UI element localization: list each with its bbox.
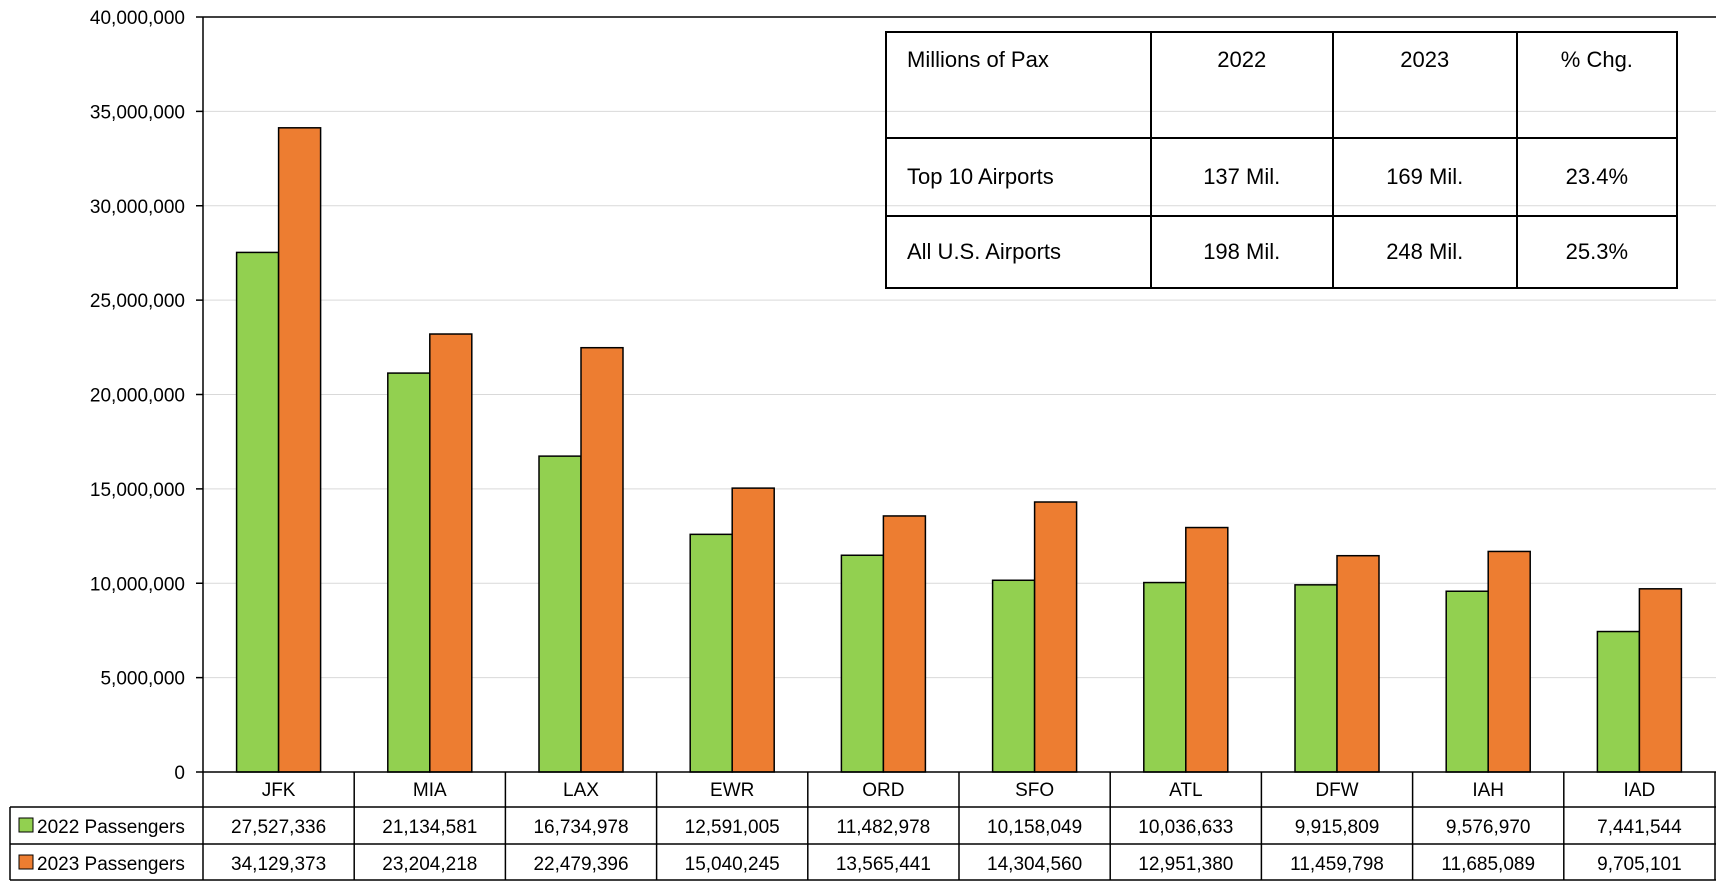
summary-cell: 248 Mil.: [1331, 215, 1518, 289]
summary-header-cell: 2023: [1331, 31, 1518, 139]
y-tick-label: 10,000,000: [90, 574, 185, 595]
data-label: 15,040,245: [685, 854, 780, 875]
summary-header-cell: 2022: [1149, 31, 1334, 139]
data-label: 10,036,633: [1138, 817, 1233, 838]
bar-2022-ord: [840, 554, 885, 773]
x-category-label: ORD: [862, 780, 904, 801]
data-label: 9,705,101: [1597, 854, 1682, 875]
y-tick-label: 0: [174, 763, 185, 784]
bar-2022-lax: [538, 455, 582, 773]
summary-header-cell: % Chg.: [1515, 31, 1679, 139]
data-label: 9,576,970: [1446, 817, 1531, 838]
summary-row-label: All U.S. Airports: [885, 215, 1152, 289]
x-category-label: IAD: [1624, 780, 1656, 801]
bar-2023-dfw: [1336, 554, 1380, 773]
y-tick-label: 35,000,000: [90, 102, 185, 123]
data-label: 14,304,560: [987, 854, 1082, 875]
x-category-label: ATL: [1169, 780, 1202, 801]
data-label: 12,951,380: [1138, 854, 1233, 875]
bar-2023-ewr: [731, 487, 775, 773]
bar-2023-ord: [882, 515, 927, 773]
x-category-label: IAH: [1472, 780, 1504, 801]
data-label: 21,134,581: [382, 817, 477, 838]
summary-table: Millions of Pax 2022 2023 % Chg. Top 10 …: [885, 31, 1679, 289]
bar-2023-iad: [1638, 588, 1683, 773]
data-label: 7,441,544: [1597, 817, 1682, 838]
bar-2023-mia: [429, 333, 473, 773]
summary-cell: 198 Mil.: [1149, 215, 1334, 289]
y-tick-label: 30,000,000: [90, 197, 185, 218]
x-category-label: DFW: [1315, 780, 1358, 801]
bar-2022-sfo: [991, 579, 1036, 773]
summary-cell: 169 Mil.: [1331, 137, 1518, 217]
data-label: 11,482,978: [837, 817, 931, 838]
bar-2022-mia: [387, 372, 431, 773]
y-tick-label: 5,000,000: [100, 669, 185, 690]
data-label: 11,459,798: [1290, 854, 1384, 875]
data-label: 13,565,441: [836, 854, 931, 875]
summary-cell: 23.4%: [1515, 137, 1679, 217]
summary-cell: 137 Mil.: [1149, 137, 1334, 217]
bar-2023-jfk: [277, 127, 322, 773]
bar-2022-ewr: [689, 533, 733, 773]
summary-row-label: Top 10 Airports: [885, 137, 1152, 217]
bar-2022-atl: [1143, 581, 1187, 773]
legend-swatch-2023: [18, 854, 34, 870]
bar-2023-iah: [1487, 550, 1531, 773]
summary-header-cell: Millions of Pax: [885, 31, 1152, 139]
y-tick-label: 40,000,000: [90, 8, 185, 29]
bar-2022-iah: [1445, 590, 1489, 773]
x-category-label: JFK: [262, 780, 296, 801]
bar-2023-atl: [1185, 526, 1229, 773]
data-label: 16,734,978: [533, 817, 628, 838]
x-category-label: SFO: [1015, 780, 1054, 801]
summary-cell: 25.3%: [1515, 215, 1679, 289]
data-label: 27,527,336: [231, 817, 326, 838]
y-tick-label: 25,000,000: [90, 291, 185, 312]
bar-2022-jfk: [235, 251, 280, 773]
data-label: 9,915,809: [1295, 817, 1380, 838]
data-label: 10,158,049: [987, 817, 1082, 838]
legend-label: 2023 Passengers: [37, 854, 185, 875]
x-category-label: EWR: [710, 780, 754, 801]
x-category-label: LAX: [563, 780, 599, 801]
data-label: 23,204,218: [382, 854, 477, 875]
data-label: 12,591,005: [685, 817, 780, 838]
data-label: 11,685,089: [1441, 854, 1535, 875]
bar-2023-sfo: [1033, 501, 1078, 773]
bar-2023-lax: [580, 346, 624, 773]
bar-2022-dfw: [1294, 584, 1338, 773]
data-label: 22,479,396: [533, 854, 628, 875]
bar-2022-iad: [1596, 630, 1641, 773]
data-label: 34,129,373: [231, 854, 326, 875]
x-category-label: MIA: [413, 780, 447, 801]
legend-label: 2022 Passengers: [37, 817, 185, 838]
y-tick-label: 20,000,000: [90, 386, 185, 407]
legend-swatch-2022: [18, 817, 34, 833]
y-tick-label: 15,000,000: [90, 480, 185, 501]
